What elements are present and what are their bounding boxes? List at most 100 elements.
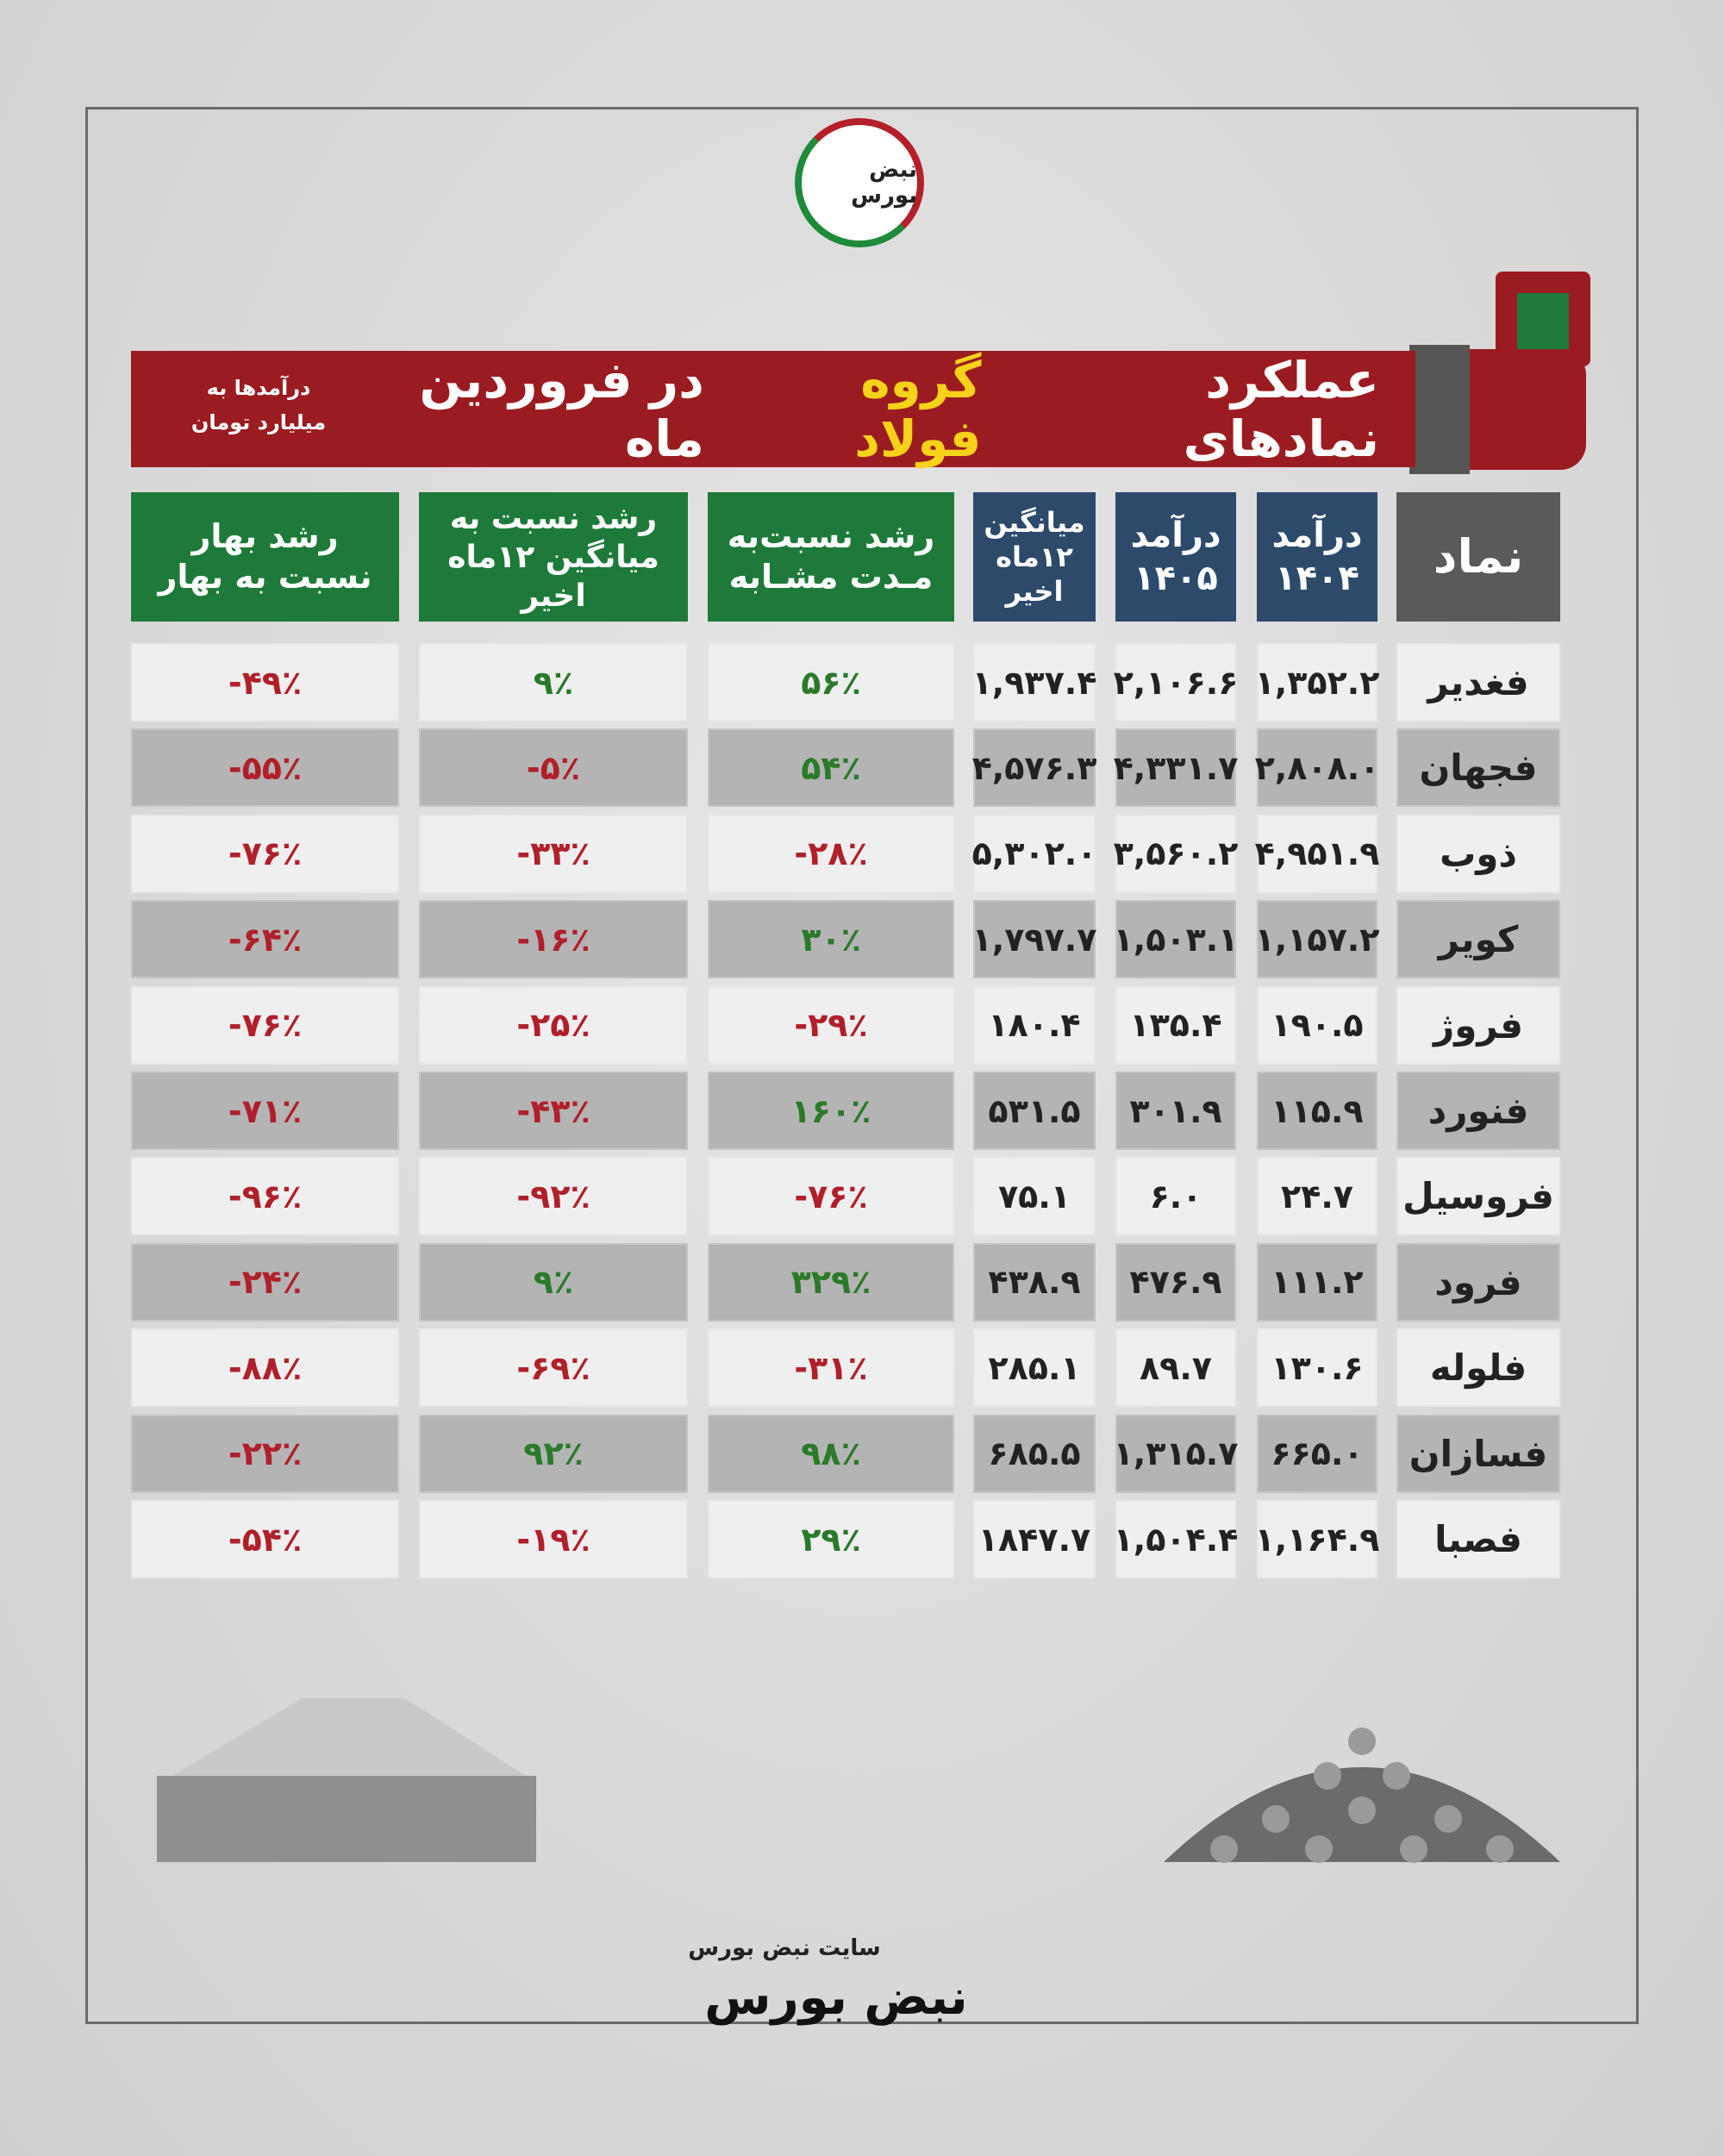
header-line: نسبت به بهار [158, 558, 372, 596]
value-cell: -۱۹٪ [419, 1500, 688, 1578]
value-cell: -۲۸٪ [708, 814, 954, 893]
value-cell: ۲۸۵.۱ [973, 1328, 1096, 1408]
title: عملکرد نمادهای گروه فولاد در فروردین ماه [328, 350, 1379, 468]
badge-inner [1517, 293, 1569, 349]
fist [1457, 349, 1586, 470]
cuff [1409, 345, 1470, 474]
title-part: در فروردین ماه [419, 350, 704, 468]
value-cell: ۹٪ [419, 1242, 688, 1322]
value-cell: -۹۶٪ [131, 1157, 399, 1236]
value-cell: ۴,۹۵۱.۹ [1255, 814, 1379, 893]
slab-top [172, 1698, 526, 1776]
column-header: رشد نسبت به میانگین ۱۲ماه اخیر [419, 492, 688, 622]
note-line: میلیارد تومان [191, 410, 327, 434]
value-cell: ۱۶۰٪ [708, 1072, 954, 1150]
value-cell: ۶۶۵.۰ [1257, 1414, 1377, 1493]
note-line: درآمدها به [206, 376, 311, 400]
pellets [1164, 1728, 1560, 1863]
value-cell: -۹۲٪ [419, 1157, 688, 1236]
header-line: میانگین ۱۲ماه اخیر [447, 539, 659, 614]
column-header: درآمد ۱۴۰۵ [1115, 492, 1236, 622]
title-banner [131, 351, 1415, 467]
unit-note: درآمدها به میلیارد تومان [172, 371, 345, 448]
hand-icon [1409, 272, 1590, 474]
header-line: رشد بهار [191, 516, 339, 555]
header-line: رشد نسبت‌به [727, 516, 935, 555]
header-line: مـدت مشـابه [728, 558, 934, 596]
symbol-cell: کویر [1396, 900, 1560, 979]
value-cell: ۱,۱۵۷.۲ [1255, 900, 1379, 979]
value-cell: -۶۴٪ [131, 900, 399, 979]
value-cell: ۱,۵۰۴.۴ [1114, 1500, 1238, 1578]
value-cell: ۴,۵۷۶.۳ [972, 728, 1096, 808]
value-cell: ۵,۳۰۲.۰ [972, 814, 1096, 893]
symbol-cell: فغدیر [1396, 643, 1560, 722]
value-cell: ۵۶٪ [708, 643, 954, 722]
value-cell: ۳۰۱.۹ [1115, 1072, 1236, 1150]
header-line: رشد نسبت به [449, 500, 658, 536]
header-line: درآمد [1130, 516, 1221, 555]
symbol-cell: فنورد [1396, 1072, 1560, 1150]
value-cell: -۲۴٪ [131, 1242, 399, 1322]
value-cell: ۱,۳۵۲.۲ [1255, 643, 1379, 722]
footer-site: سایت نبض بورس [688, 1935, 881, 1961]
value-cell: -۵۴٪ [131, 1500, 399, 1578]
value-cell: ۶۸۵.۵ [973, 1414, 1096, 1493]
value-cell: ۱۱۱.۲ [1257, 1242, 1377, 1322]
value-cell: -۷۶٪ [708, 1157, 954, 1236]
value-cell: ۹۸٪ [708, 1414, 954, 1493]
footer-logo: نبض بورس [704, 1970, 968, 2026]
slab-side [157, 1776, 536, 1862]
value-cell: -۷۱٪ [131, 1072, 399, 1150]
value-cell: ۱۳۰.۶ [1257, 1328, 1377, 1408]
value-cell: ۲۴.۷ [1257, 1157, 1377, 1236]
symbol-cell: فسازان [1396, 1414, 1560, 1493]
value-cell: -۲۵٪ [419, 985, 688, 1065]
logo: نبض بورس [795, 118, 924, 247]
value-cell: -۱۶٪ [419, 900, 688, 979]
value-cell: -۲۲٪ [131, 1414, 399, 1493]
value-cell: ۹٪ [419, 643, 688, 722]
value-cell: ۷۵.۱ [973, 1157, 1096, 1236]
value-cell: ۱۸۴۷.۷ [973, 1500, 1096, 1578]
value-cell: ۲,۱۰۶.۶ [1114, 643, 1238, 722]
title-highlight: گروه فولاد [854, 350, 982, 468]
value-cell: ۱۱۵.۹ [1257, 1072, 1377, 1150]
value-cell: ۸۹.۷ [1115, 1328, 1236, 1408]
symbol-cell: فروژ [1396, 985, 1560, 1065]
header-line: ۱۴۰۴ [1275, 559, 1359, 598]
steel-slab [157, 1698, 536, 1862]
symbol-cell: فرود [1396, 1242, 1560, 1322]
value-cell: ۴,۳۳۱.۷ [1114, 728, 1238, 808]
symbol-cell: فصبا [1396, 1500, 1560, 1578]
value-cell: ۵۳۱.۵ [973, 1072, 1096, 1150]
symbol-cell: فجهان [1396, 728, 1560, 808]
value-cell: ۱۳۵.۴ [1115, 985, 1236, 1065]
value-cell: -۳۳٪ [419, 814, 688, 893]
value-cell: ۲۹٪ [708, 1500, 954, 1578]
value-cell: ۲,۸۰۸.۰ [1255, 728, 1379, 808]
value-cell: -۳۱٪ [708, 1328, 954, 1408]
value-cell: -۷۶٪ [131, 985, 399, 1065]
value-cell: ۴۳۸.۹ [973, 1242, 1096, 1322]
value-cell: ۱,۷۹۷.۷ [972, 900, 1096, 979]
value-cell: -۶۹٪ [419, 1328, 688, 1408]
symbol-cell: ذوب [1396, 814, 1560, 893]
value-cell: -۴۹٪ [131, 643, 399, 722]
symbol-cell: فروسیل [1396, 1157, 1560, 1236]
value-cell: -۵۵٪ [131, 728, 399, 808]
header-line: ۱۲ماه اخیر [996, 541, 1073, 608]
pellet-dots [1210, 1728, 1514, 1863]
value-cell: ۶.۰ [1115, 1157, 1236, 1236]
header-line: میانگین [984, 506, 1085, 539]
column-header: درآمد ۱۴۰۴ [1257, 492, 1377, 622]
value-cell: -۲۹٪ [708, 985, 954, 1065]
value-cell: ۳۰٪ [708, 900, 954, 979]
header-line: درآمد [1271, 516, 1363, 555]
header-line: ۱۴۰۵ [1134, 559, 1218, 598]
value-cell: ۱,۱۶۴.۹ [1255, 1500, 1379, 1578]
value-cell: -۸۸٪ [131, 1328, 399, 1408]
logo-text: نبض بورس [851, 157, 917, 209]
value-cell: ۱,۹۳۷.۴ [972, 643, 1096, 722]
